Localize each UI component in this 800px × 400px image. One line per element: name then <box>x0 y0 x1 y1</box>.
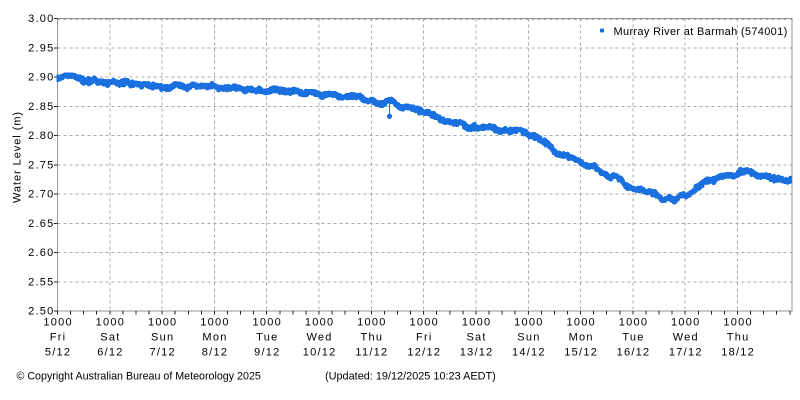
svg-text:2.90: 2.90 <box>28 72 54 84</box>
svg-text:7/12: 7/12 <box>149 347 175 359</box>
svg-text:17/12: 17/12 <box>669 347 703 359</box>
svg-text:Wed: Wed <box>673 332 699 344</box>
svg-text:2.70: 2.70 <box>28 189 54 201</box>
svg-text:Water Level (m): Water Level (m) <box>11 111 23 203</box>
svg-text:2.95: 2.95 <box>28 42 54 54</box>
svg-text:2.60: 2.60 <box>28 247 54 259</box>
svg-text:18/12: 18/12 <box>721 347 755 359</box>
svg-text:1000: 1000 <box>96 317 125 329</box>
svg-text:2.85: 2.85 <box>28 101 54 113</box>
svg-text:Tue: Tue <box>622 332 644 344</box>
svg-text:1000: 1000 <box>148 317 177 329</box>
svg-text:Fri: Fri <box>50 332 67 344</box>
svg-text:2.75: 2.75 <box>28 159 54 171</box>
svg-text:3.00: 3.00 <box>28 13 54 25</box>
svg-text:1000: 1000 <box>514 317 543 329</box>
svg-text:Sun: Sun <box>151 332 174 344</box>
svg-text:1000: 1000 <box>200 317 229 329</box>
svg-text:11/12: 11/12 <box>355 347 388 359</box>
svg-text:Tue: Tue <box>256 332 278 344</box>
svg-text:1000: 1000 <box>253 317 282 329</box>
svg-text:13/12: 13/12 <box>460 347 494 359</box>
svg-text:1000: 1000 <box>410 317 439 329</box>
svg-text:2.55: 2.55 <box>28 277 54 289</box>
svg-text:2.50: 2.50 <box>28 306 54 318</box>
svg-text:1000: 1000 <box>723 317 752 329</box>
svg-text:Thu: Thu <box>361 332 384 344</box>
svg-text:12/12: 12/12 <box>407 347 441 359</box>
svg-text:(Updated: 19/12/2025 10:23 AED: (Updated: 19/12/2025 10:23 AEDT) <box>325 371 496 383</box>
svg-text:10/12: 10/12 <box>303 347 337 359</box>
svg-text:9/12: 9/12 <box>254 347 280 359</box>
svg-text:14/12: 14/12 <box>512 347 546 359</box>
svg-text:5/12: 5/12 <box>45 347 71 359</box>
svg-text:Thu: Thu <box>727 332 750 344</box>
svg-text:6/12: 6/12 <box>97 347 123 359</box>
svg-text:8/12: 8/12 <box>202 347 228 359</box>
svg-text:1000: 1000 <box>462 317 491 329</box>
svg-text:Wed: Wed <box>307 332 333 344</box>
svg-text:2.80: 2.80 <box>28 130 54 142</box>
svg-text:Mon: Mon <box>202 332 227 344</box>
svg-text:1000: 1000 <box>671 317 700 329</box>
svg-text:Sat: Sat <box>466 332 486 344</box>
svg-text:2.65: 2.65 <box>28 218 54 230</box>
svg-text:15/12: 15/12 <box>564 347 598 359</box>
svg-text:16/12: 16/12 <box>617 347 651 359</box>
svg-text:Murray River at Barmah (574001: Murray River at Barmah (574001) <box>614 26 788 38</box>
svg-text:© Copyright Australian Bureau: © Copyright Australian Bureau of Meteoro… <box>17 371 261 383</box>
svg-text:Sun: Sun <box>517 332 540 344</box>
svg-text:1000: 1000 <box>305 317 334 329</box>
svg-text:1000: 1000 <box>357 317 386 329</box>
svg-text:1000: 1000 <box>566 317 595 329</box>
svg-text:1000: 1000 <box>619 317 648 329</box>
svg-text:Sat: Sat <box>100 332 120 344</box>
svg-text:Fri: Fri <box>416 332 433 344</box>
svg-text:Mon: Mon <box>569 332 594 344</box>
svg-text:1000: 1000 <box>43 317 72 329</box>
